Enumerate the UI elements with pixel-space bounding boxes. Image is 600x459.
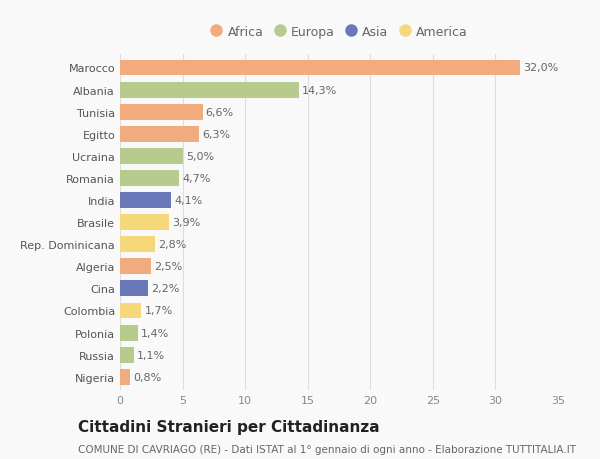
Bar (120, 325, 137, 341)
Bar (120, 171, 179, 186)
Text: 6,3%: 6,3% (202, 129, 230, 140)
Text: 32,0%: 32,0% (524, 63, 559, 73)
Text: 1,4%: 1,4% (140, 328, 169, 338)
Bar (120, 83, 299, 98)
Text: 2,2%: 2,2% (151, 284, 179, 294)
Text: 5,0%: 5,0% (186, 151, 214, 162)
Bar (120, 193, 172, 208)
Legend: Africa, Europa, Asia, America: Africa, Europa, Asia, America (205, 21, 473, 44)
Text: 2,5%: 2,5% (154, 262, 182, 272)
Text: COMUNE DI CAVRIAGO (RE) - Dati ISTAT al 1° gennaio di ogni anno - Elaborazione T: COMUNE DI CAVRIAGO (RE) - Dati ISTAT al … (78, 444, 576, 454)
Text: 3,9%: 3,9% (172, 218, 200, 228)
Bar (120, 149, 182, 164)
Bar (120, 61, 520, 76)
Bar (120, 369, 130, 385)
Bar (120, 127, 199, 142)
Bar (120, 105, 203, 120)
Text: 1,7%: 1,7% (145, 306, 173, 316)
Text: 4,7%: 4,7% (182, 174, 211, 184)
Text: 0,8%: 0,8% (133, 372, 161, 382)
Bar (120, 259, 151, 274)
Text: 1,1%: 1,1% (137, 350, 165, 360)
Text: 2,8%: 2,8% (158, 240, 187, 250)
Text: 4,1%: 4,1% (175, 196, 203, 206)
Bar (120, 237, 155, 252)
Bar (120, 281, 148, 297)
Text: 14,3%: 14,3% (302, 85, 337, 95)
Bar (120, 215, 169, 230)
Bar (120, 303, 141, 319)
Text: Cittadini Stranieri per Cittadinanza: Cittadini Stranieri per Cittadinanza (78, 419, 380, 434)
Bar (120, 347, 134, 363)
Text: 6,6%: 6,6% (206, 107, 234, 118)
